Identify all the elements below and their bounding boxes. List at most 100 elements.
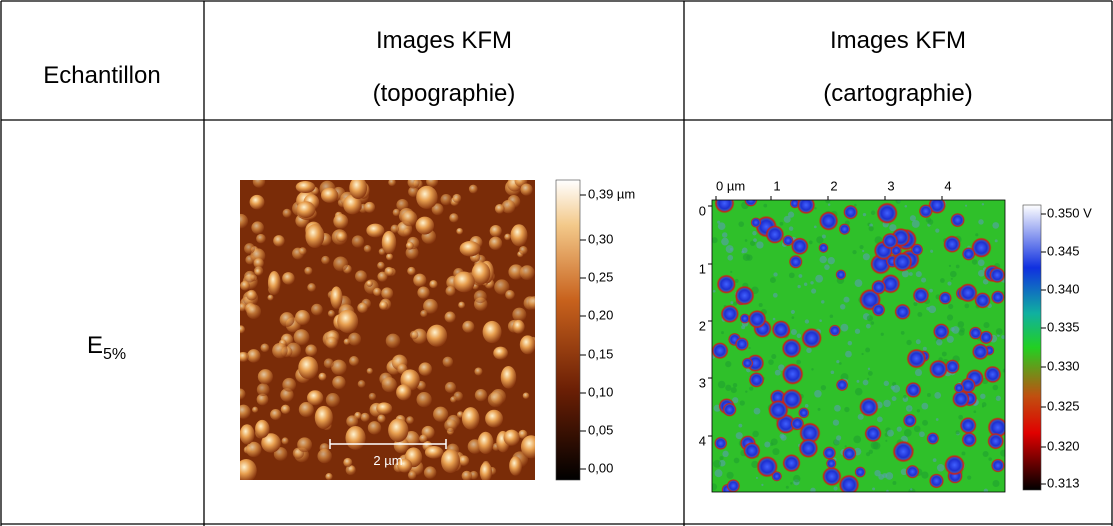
colorbar-label: 0.320 xyxy=(1047,438,1080,453)
speckle xyxy=(940,278,945,283)
speckle xyxy=(732,397,739,404)
grain xyxy=(295,181,316,194)
speckle xyxy=(741,325,746,330)
speckle xyxy=(867,367,871,371)
speckle xyxy=(783,215,791,223)
dot xyxy=(818,211,839,231)
dot xyxy=(932,323,950,340)
speckle xyxy=(854,387,863,396)
grain xyxy=(449,213,459,223)
speckle xyxy=(852,249,857,255)
speckle xyxy=(904,205,908,208)
speckle xyxy=(955,264,960,269)
grain xyxy=(408,186,419,198)
grain xyxy=(418,362,432,376)
grain xyxy=(426,180,439,188)
speckle xyxy=(916,409,921,413)
speckle xyxy=(978,269,985,277)
speckle xyxy=(919,431,925,438)
grain xyxy=(254,268,262,276)
dot xyxy=(905,381,922,399)
speckle xyxy=(730,387,737,394)
speckle xyxy=(735,432,743,440)
speckle xyxy=(725,245,734,254)
speckle xyxy=(844,406,850,413)
speckle xyxy=(773,272,778,277)
dot xyxy=(906,348,927,369)
grain xyxy=(522,392,530,400)
speckle xyxy=(936,339,943,346)
speckle xyxy=(761,483,764,487)
colorbar-label: 0.345 xyxy=(1047,243,1080,258)
grain xyxy=(503,429,520,446)
x-axis-label: 1 xyxy=(773,178,780,193)
grain xyxy=(474,389,488,402)
dot xyxy=(950,212,965,228)
speckle xyxy=(738,423,743,428)
grain xyxy=(240,280,250,291)
speckle xyxy=(948,264,952,267)
grain xyxy=(311,303,323,316)
grain xyxy=(294,310,310,326)
speckle xyxy=(872,441,881,450)
grain xyxy=(381,377,397,393)
grain xyxy=(364,201,376,213)
grain xyxy=(323,358,334,369)
grain xyxy=(423,298,438,314)
speckle xyxy=(1002,368,1005,373)
grain xyxy=(458,301,466,309)
grain xyxy=(442,356,454,368)
dot xyxy=(771,320,791,339)
speckle xyxy=(971,259,978,265)
speckle xyxy=(906,339,912,346)
speckle xyxy=(915,339,921,345)
dot xyxy=(871,279,887,295)
dot xyxy=(926,432,940,445)
grain xyxy=(456,227,463,235)
dot xyxy=(765,225,785,244)
grain xyxy=(431,203,444,216)
speckle xyxy=(753,238,757,242)
grain xyxy=(253,258,264,269)
grain xyxy=(282,272,295,285)
speckle xyxy=(854,203,857,207)
speckle xyxy=(964,204,968,207)
grain xyxy=(252,406,259,413)
speckle xyxy=(950,270,957,278)
speckle xyxy=(824,264,830,270)
grain xyxy=(419,434,428,443)
speckle xyxy=(862,379,869,386)
grain xyxy=(357,380,366,388)
dot xyxy=(968,326,983,340)
speckle xyxy=(946,314,954,321)
dot xyxy=(796,200,816,215)
grain xyxy=(512,319,525,334)
grain xyxy=(346,415,359,428)
speckle xyxy=(854,279,863,287)
grain xyxy=(397,458,413,473)
speckle xyxy=(983,322,990,329)
speckle xyxy=(926,393,931,398)
speckle xyxy=(725,361,732,368)
dot xyxy=(959,416,977,434)
grain xyxy=(388,180,396,187)
speckle xyxy=(827,257,835,265)
grain xyxy=(433,406,449,422)
speckle xyxy=(847,340,853,346)
grain xyxy=(520,183,533,196)
speckle xyxy=(948,303,954,310)
dot xyxy=(714,436,728,450)
speckle xyxy=(930,249,934,253)
dot xyxy=(801,327,822,349)
dot xyxy=(835,378,849,392)
dot xyxy=(945,359,960,375)
grain xyxy=(240,388,246,400)
speckle xyxy=(717,222,726,231)
grain xyxy=(246,441,262,458)
speckle xyxy=(811,368,814,371)
grain xyxy=(305,224,325,249)
colorbar xyxy=(1022,204,1042,491)
colorbar-label: 0.340 xyxy=(1047,281,1080,296)
speckle xyxy=(770,277,776,284)
dot xyxy=(741,357,754,369)
